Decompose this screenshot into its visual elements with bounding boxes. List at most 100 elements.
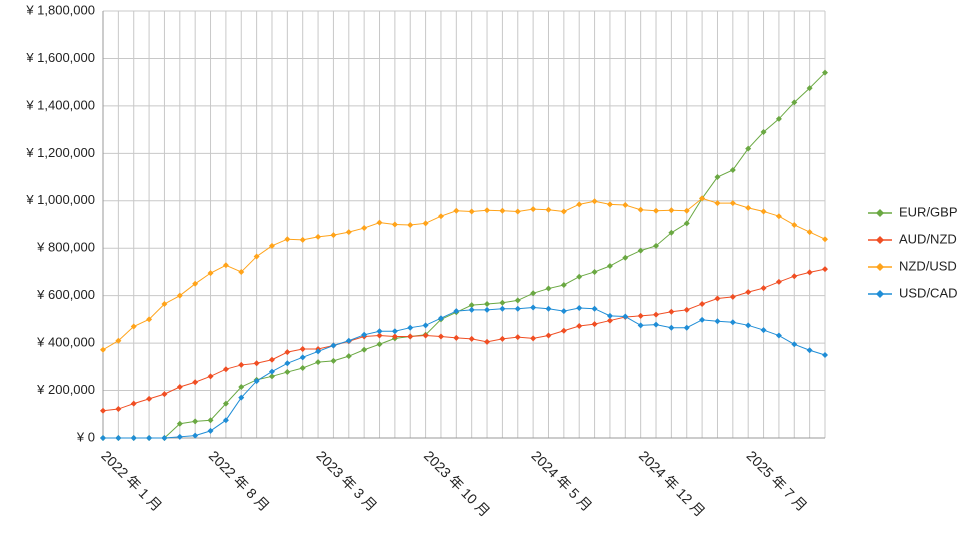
point-marker: [745, 322, 752, 329]
x-tick-label: 2025 年 7 月: [743, 447, 810, 514]
point-marker: [560, 208, 567, 215]
point-marker: [791, 273, 798, 280]
point-marker: [407, 324, 414, 331]
x-tick-label: 2023 年 10 月: [421, 447, 493, 519]
point-marker: [268, 373, 275, 380]
point-marker: [407, 333, 414, 340]
point-marker: [330, 342, 337, 349]
point-marker: [653, 321, 660, 328]
point-marker: [422, 322, 429, 329]
point-marker: [760, 208, 767, 215]
point-marker: [268, 368, 275, 375]
y-tick-label: ¥ 800,000: [36, 240, 95, 255]
point-marker: [253, 360, 260, 367]
point-marker: [822, 236, 828, 243]
point-marker: [484, 207, 491, 214]
point-marker: [668, 207, 675, 214]
point-marker: [284, 360, 291, 367]
point-marker: [453, 207, 460, 214]
point-marker: [376, 328, 383, 335]
legend-label: NZD/USD: [899, 258, 957, 273]
point-marker: [161, 391, 168, 398]
point-marker: [238, 268, 245, 275]
point-marker: [606, 263, 613, 270]
point-marker: [391, 221, 398, 228]
point-marker: [376, 341, 383, 348]
series-line: [103, 72, 826, 439]
x-tick-label: 2022 年 8 月: [206, 447, 273, 514]
series-line: [102, 197, 826, 351]
point-marker: [775, 213, 782, 220]
point-marker: [806, 347, 813, 354]
point-marker: [299, 365, 306, 372]
point-marker: [391, 333, 398, 340]
point-marker: [130, 400, 137, 407]
point-marker: [100, 435, 106, 441]
point-marker: [238, 361, 245, 368]
point-marker: [345, 353, 352, 360]
point-marker: [499, 299, 506, 306]
point-marker: [330, 232, 337, 239]
point-marker: [253, 253, 260, 260]
x-tick-label: 2023 年 3 月: [313, 447, 380, 514]
point-marker: [407, 221, 414, 228]
point-marker: [545, 305, 552, 312]
point-marker: [606, 317, 613, 324]
point-marker: [499, 207, 506, 214]
point-marker: [207, 417, 214, 424]
point-marker: [668, 324, 675, 331]
point-marker: [192, 432, 199, 439]
point-marker: [653, 311, 660, 318]
point-marker: [622, 202, 629, 209]
legend-marker: [876, 290, 884, 298]
point-marker: [299, 346, 306, 353]
legend-label: USD/CAD: [899, 285, 958, 300]
point-marker: [284, 369, 291, 376]
point-marker: [330, 357, 337, 364]
point-marker: [161, 300, 168, 307]
point-marker: [468, 335, 475, 342]
point-marker: [560, 281, 567, 288]
point-marker: [468, 306, 475, 313]
point-marker: [222, 417, 229, 424]
point-marker: [146, 435, 153, 441]
point-marker: [361, 346, 368, 353]
point-marker: [268, 356, 275, 363]
x-tick-label: 2022 年 1 月: [98, 447, 165, 514]
point-marker: [376, 332, 383, 339]
y-tick-label: ¥ 1,800,000: [25, 2, 95, 17]
point-marker: [760, 327, 767, 334]
point-marker: [637, 206, 644, 213]
point-marker: [376, 219, 383, 226]
point-marker: [468, 302, 475, 309]
point-marker: [791, 221, 798, 228]
point-marker: [176, 292, 183, 299]
point-marker: [100, 407, 106, 414]
point-marker: [560, 327, 567, 334]
point-marker: [222, 366, 229, 373]
point-marker: [130, 435, 137, 441]
point-marker: [284, 236, 291, 243]
point-marker: [591, 198, 598, 205]
point-marker: [699, 195, 706, 202]
point-marker: [576, 323, 583, 330]
point-marker: [606, 201, 613, 208]
point-marker: [653, 207, 660, 214]
legend-marker: [876, 209, 884, 217]
point-marker: [437, 213, 444, 220]
point-marker: [637, 312, 644, 319]
legend-marker: [876, 263, 884, 271]
point-marker: [437, 315, 444, 322]
point-marker: [115, 435, 122, 441]
point-marker: [176, 420, 183, 427]
point-marker: [745, 289, 752, 296]
y-tick-label: ¥ 400,000: [36, 335, 95, 350]
point-marker: [176, 433, 183, 440]
point-marker: [299, 236, 306, 243]
x-tick-label: 2024 年 12 月: [636, 447, 708, 519]
point-marker: [130, 323, 137, 330]
point-marker: [453, 334, 460, 341]
point-marker: [530, 335, 537, 342]
point-marker: [637, 247, 644, 254]
point-marker: [775, 115, 782, 122]
